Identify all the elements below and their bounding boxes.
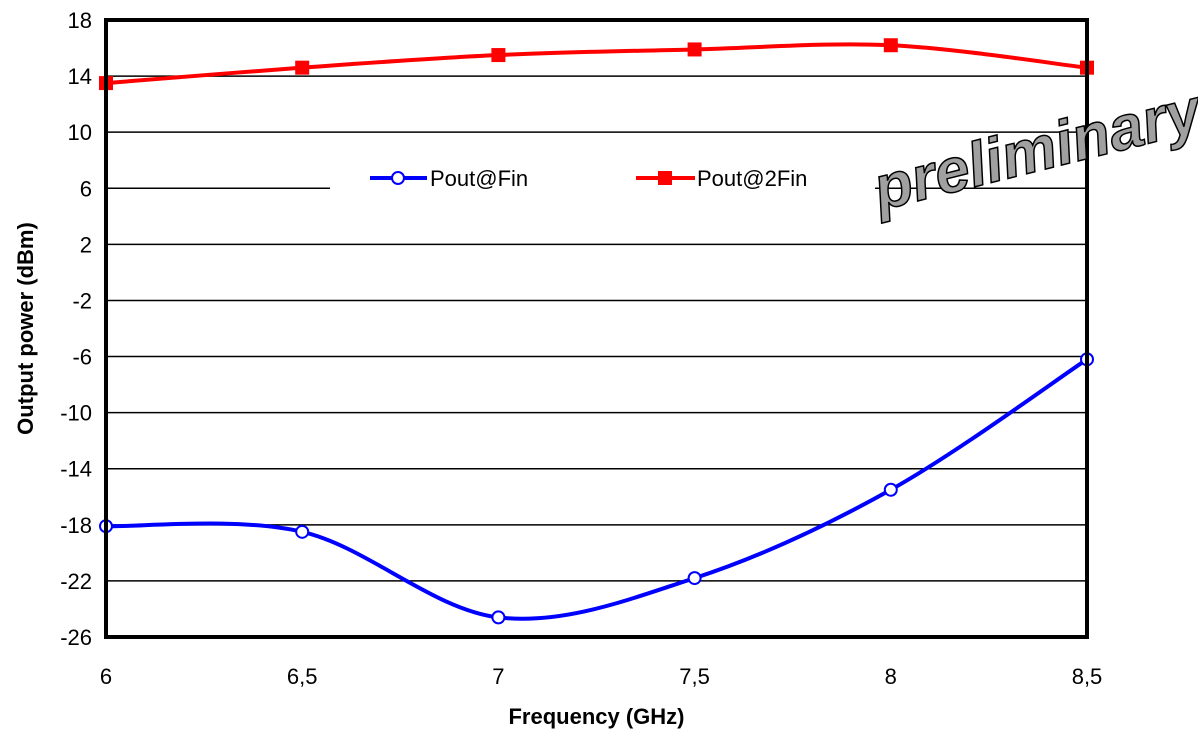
legend-marker-pout-fin xyxy=(391,171,405,185)
y-tick-label: 14 xyxy=(68,64,92,89)
data-point-pout-fin xyxy=(687,571,702,586)
y-axis-title: Output power (dBm) xyxy=(13,222,38,435)
y-tick-label: 18 xyxy=(68,8,92,33)
legend-label-pout-fin: Pout@Fin xyxy=(430,166,528,191)
data-point-pout-2fin xyxy=(687,42,702,57)
tick-labels: 18 14 10 6 2 -2 -6 -10 -14 -18 -22 -26 6 6,5 7 7,5 8 8,5 xyxy=(60,8,1102,689)
x-tick-label: 6 xyxy=(100,664,112,689)
data-point-pout-fin xyxy=(883,482,898,497)
y-tick-label: -22 xyxy=(60,569,92,594)
plot-area-border xyxy=(104,18,1089,639)
y-tick-label: -14 xyxy=(60,457,92,482)
data-point-pout-2fin xyxy=(883,38,898,53)
preliminary-watermark: preliminary xyxy=(865,75,1198,224)
y-tick-label: -2 xyxy=(72,288,92,313)
y-tick-label: -26 xyxy=(60,625,92,650)
legend-marker-pout-2fin xyxy=(658,171,672,185)
y-tick-label: 2 xyxy=(80,232,92,257)
series-pout-fin xyxy=(99,352,1094,625)
data-point-pout-2fin xyxy=(491,48,506,63)
y-tick-label: 6 xyxy=(80,176,92,201)
x-tick-label: 6,5 xyxy=(287,664,318,689)
grid-lines xyxy=(106,19,1087,638)
series-line-pout-2fin xyxy=(105,42,1088,86)
x-tick-label: 7,5 xyxy=(679,664,710,689)
data-point-pout-fin xyxy=(491,610,506,625)
y-tick-label: -18 xyxy=(60,513,92,538)
data-point-pout-2fin xyxy=(295,60,310,75)
legend-label-pout-2fin: Pout@2Fin xyxy=(697,166,807,191)
y-tick-label: -6 xyxy=(72,345,92,370)
series xyxy=(99,38,1094,625)
data-point-pout-fin xyxy=(295,524,310,539)
y-tick-label: -10 xyxy=(60,401,92,426)
x-tick-label: 8 xyxy=(885,664,897,689)
series-line-pout-fin xyxy=(105,357,1089,621)
x-tick-label: 8,5 xyxy=(1072,664,1103,689)
legend: Pout@Fin Pout@2Fin xyxy=(330,150,875,208)
x-axis-title: Frequency (GHz) xyxy=(508,704,684,729)
x-tick-label: 7 xyxy=(492,664,504,689)
y-tick-label: 10 xyxy=(68,120,92,145)
series-pout-2fin xyxy=(99,38,1094,91)
